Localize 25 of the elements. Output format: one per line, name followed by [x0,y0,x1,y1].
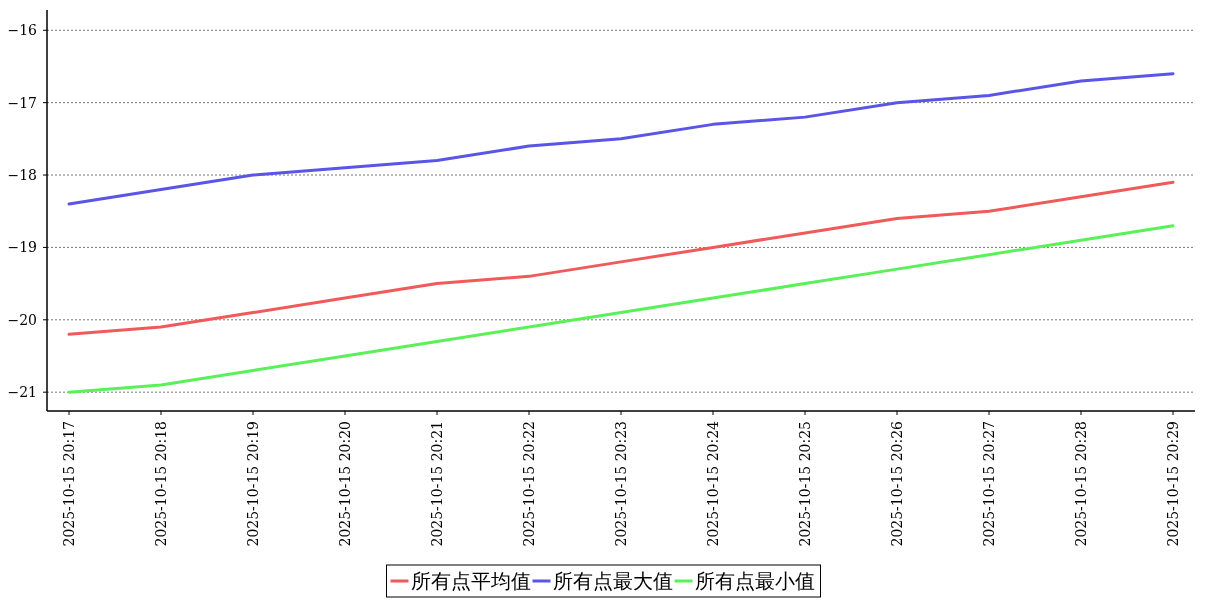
legend-label: 所有点平均值 [410,569,531,593]
x-tick-label: 2025-10-15 20:19 [245,421,261,547]
x-tick-label: 2025-10-15 20:22 [521,421,537,547]
x-tick-label: 2025-10-15 20:20 [337,421,353,547]
line-series [67,72,1175,206]
line-series [67,224,1175,394]
x-tick-label: 2025-10-15 20:18 [153,421,169,547]
y-tick-label: −17 [7,94,37,111]
y-tick-label: −21 [7,384,37,401]
x-tick-label: 2025-10-15 20:17 [61,421,77,547]
x-tick-label: 2025-10-15 20:26 [889,420,905,547]
legend-label: 所有点最小值 [694,569,815,593]
x-tick-label: 2025-10-15 20:21 [429,421,445,547]
line-series [67,180,1175,336]
x-tick-label: 2025-10-15 20:29 [1165,421,1181,547]
x-tick-label: 2025-10-15 20:28 [1073,421,1089,547]
x-tick-label: 2025-10-15 20:23 [613,421,629,547]
y-tick-label: −19 [7,239,37,256]
y-tick-label: −16 [7,22,38,39]
x-tick-label: 2025-10-15 20:27 [981,421,997,547]
legend-label: 所有点最大值 [552,569,673,593]
y-tick-label: −18 [7,167,37,184]
x-tick-label: 2025-10-15 20:25 [797,421,813,547]
x-tick-label: 2025-10-15 20:24 [705,420,721,547]
y-tick-label: −20 [7,311,37,328]
